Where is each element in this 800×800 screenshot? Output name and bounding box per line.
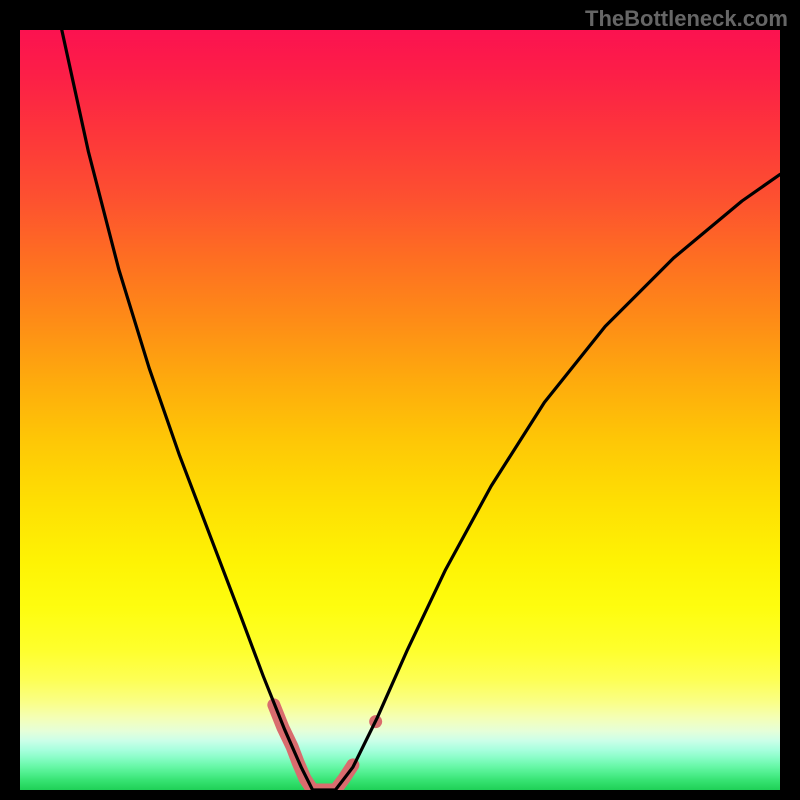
bottleneck-highlight-segment bbox=[274, 705, 353, 790]
watermark-text: TheBottleneck.com bbox=[585, 6, 788, 32]
chart-overlay-svg bbox=[20, 30, 780, 790]
chart-plot-area bbox=[20, 30, 780, 790]
bottleneck-curve bbox=[62, 30, 780, 790]
